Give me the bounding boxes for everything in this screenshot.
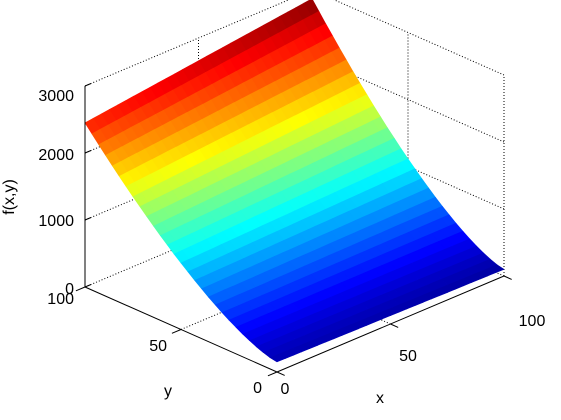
z-tick-0 — [84, 284, 92, 288]
back-top-edge-x — [84, 0, 290, 87]
z-tick-2000 — [84, 150, 92, 154]
y-axis-label: y — [164, 383, 172, 400]
y-tick-50 — [171, 329, 182, 334]
z-tick-label-3000: 3000 — [38, 88, 74, 105]
x-tick-label-50: 50 — [399, 348, 417, 365]
surface — [84, 0, 505, 363]
back-top-edge-y — [333, 0, 505, 76]
z-tick-1000 — [84, 217, 92, 221]
y-tick-0 — [267, 371, 278, 377]
surface-patch — [269, 354, 286, 363]
z-tick-label-2000: 2000 — [38, 147, 74, 164]
z-tick-label-0: 0 — [65, 281, 74, 298]
y-tick-100 — [75, 286, 86, 292]
x-tick-label-0: 0 — [281, 381, 290, 398]
x-tick-100 — [503, 275, 512, 280]
z-tick-label-1000: 1000 — [38, 213, 74, 230]
y-tick-label-50: 50 — [149, 338, 167, 355]
axes-box — [75, 83, 512, 377]
x-tick-0 — [276, 371, 285, 376]
z-tick-3000 — [84, 83, 92, 87]
z-axis-label: f(x,y) — [1, 179, 18, 215]
x-tick-50 — [390, 323, 399, 328]
y-tick-label-100: 100 — [47, 291, 74, 308]
x-tick-label-100: 100 — [519, 313, 546, 330]
y-tick-label-0: 0 — [253, 380, 262, 397]
x-axis-label: x — [376, 390, 384, 407]
